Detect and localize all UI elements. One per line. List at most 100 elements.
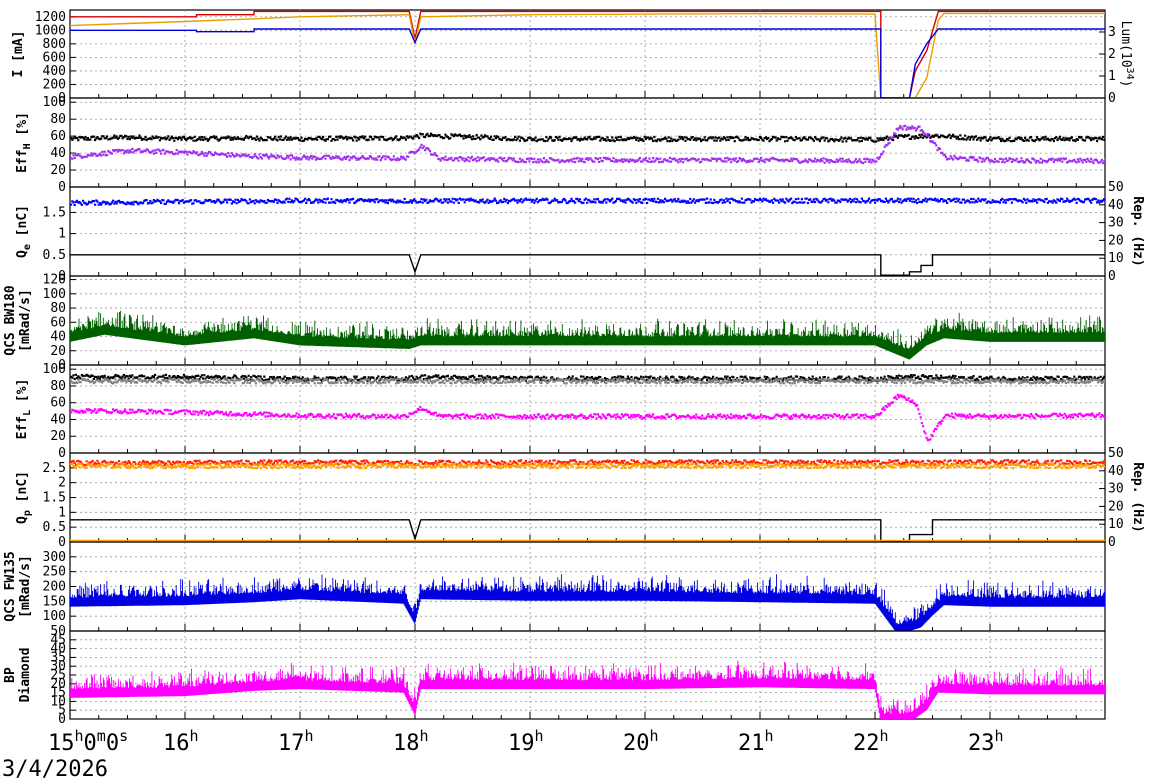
y-tick-label: 2 <box>58 476 66 491</box>
series-line <box>70 10 1105 98</box>
y-tick-label: 40 <box>50 146 66 161</box>
right-tick-label: 2 <box>1108 47 1116 62</box>
right-tick-label: 30 <box>1108 482 1124 497</box>
series-noise <box>70 660 1105 719</box>
y-tick-label: 1000 <box>35 23 66 38</box>
x-tick-label: 19h <box>508 727 544 756</box>
panel-frame <box>69 97 1106 188</box>
y-tick-label: 100 <box>43 287 66 302</box>
y-tick-label: 0 <box>58 535 66 550</box>
panel-qe: 0 0.5 1 1.5 Qe [nC] 0 10 20 30 40 50 Rep. (Hz) <box>15 180 1145 284</box>
panel-series <box>70 660 1105 719</box>
y-tick-label: 0 <box>58 180 66 195</box>
y-axis-label-units: [mRad/s] <box>18 289 33 352</box>
x-tick-label: 15h0m0s <box>48 727 128 756</box>
y-tick-label: 1200 <box>35 10 66 25</box>
right-tick-label: 0 <box>1108 269 1116 284</box>
y-axis-label: BP <box>3 667 18 683</box>
y-tick-label: 60 <box>50 396 66 411</box>
y-tick-label: 60 <box>50 315 66 330</box>
series-dots <box>70 132 1105 143</box>
y-tick-label: 0.5 <box>43 520 66 535</box>
series-dots <box>70 462 1105 470</box>
series-dots <box>70 377 1105 385</box>
right-tick-label: 50 <box>1108 446 1124 461</box>
y-tick-label: 20 <box>50 677 66 692</box>
series-line <box>70 28 1105 98</box>
panel-series <box>70 10 1105 98</box>
y-tick-label: 80 <box>50 379 66 394</box>
y-tick-label: 25 <box>50 668 66 683</box>
series-dots <box>70 124 1105 165</box>
series-noise <box>70 310 1105 360</box>
panel-series <box>70 373 1105 442</box>
y-tick-label: 0.5 <box>43 248 66 263</box>
y-tick-label: 1.5 <box>43 491 66 506</box>
y-tick-label: 20 <box>50 163 66 178</box>
y-tick-label: 0 <box>58 446 66 461</box>
y-axis-label-units: Diamond <box>18 648 33 703</box>
right-tick-label: 20 <box>1108 499 1124 514</box>
y-tick-label: 100 <box>43 95 66 110</box>
right-tick-label: 30 <box>1108 216 1124 231</box>
y-tick-label: 200 <box>43 580 66 595</box>
y-axis-label: EffL [%] <box>15 379 33 440</box>
series-dots <box>70 197 1105 207</box>
x-tick-label: 23h <box>968 727 1004 756</box>
y-tick-label: 80 <box>50 112 66 127</box>
right-tick-label: 0 <box>1108 91 1116 106</box>
y-tick-label: 45 <box>50 633 66 648</box>
right-tick-label: 50 <box>1108 180 1124 195</box>
panel-series <box>70 310 1105 360</box>
y-axis-label: QCS BW180 <box>3 285 18 356</box>
right-tick-label: 10 <box>1108 251 1124 266</box>
y-tick-label: 35 <box>50 650 66 665</box>
right-axis-label: Lum(1034) <box>1118 21 1135 88</box>
date-label: 3/4/2026 <box>2 757 108 782</box>
y-tick-label: 40 <box>50 330 66 345</box>
y-tick-label: 1 <box>58 505 66 520</box>
series-dots <box>70 373 1105 382</box>
y-tick-label: 20 <box>50 344 66 359</box>
right-tick-label: 1 <box>1108 69 1116 84</box>
panel-series <box>70 574 1105 631</box>
y-tick-label: 100 <box>43 609 66 624</box>
x-tick-label: 21h <box>738 727 774 756</box>
right-axis-label: Rep. (Hz) <box>1130 462 1145 532</box>
panel-series <box>70 124 1105 165</box>
y-tick-label: 2.5 <box>43 461 66 476</box>
y-axis-label: EffH [%] <box>15 112 33 173</box>
right-tick-label: 20 <box>1108 233 1124 248</box>
y-axis-label: Qp [nC] <box>15 471 33 524</box>
panel-eff_h: 0 20 40 60 80 100 EffH [%] <box>15 95 1106 195</box>
y-axis-label: Qe [nC] <box>15 205 33 258</box>
y-tick-label: 150 <box>43 594 66 609</box>
y-tick-label: 80 <box>50 301 66 316</box>
y-tick-label: 40 <box>50 412 66 427</box>
right-tick-label: 40 <box>1108 198 1124 213</box>
x-tick-label: 20h <box>623 727 659 756</box>
series-line <box>70 12 1105 98</box>
x-tick-label: 17h <box>278 727 314 756</box>
y-tick-label: 120 <box>43 273 66 288</box>
y-tick-label: 0 <box>58 269 66 284</box>
y-tick-label: 20 <box>50 429 66 444</box>
y-tick-label: 10 <box>50 694 66 709</box>
y-tick-label: 15 <box>50 686 66 701</box>
y-tick-label: 1.5 <box>43 205 66 220</box>
right-axis-label: Rep. (Hz) <box>1130 196 1145 266</box>
x-tick-label: 18h <box>393 727 429 756</box>
y-tick-label: 50 <box>50 624 66 639</box>
y-tick-label: 1 <box>58 227 66 242</box>
y-tick-label: 100 <box>43 362 66 377</box>
right-tick-label: 3 <box>1108 25 1116 40</box>
y-tick-label: 300 <box>43 550 66 565</box>
y-tick-label: 40 <box>50 642 66 657</box>
series-dots <box>70 393 1105 442</box>
